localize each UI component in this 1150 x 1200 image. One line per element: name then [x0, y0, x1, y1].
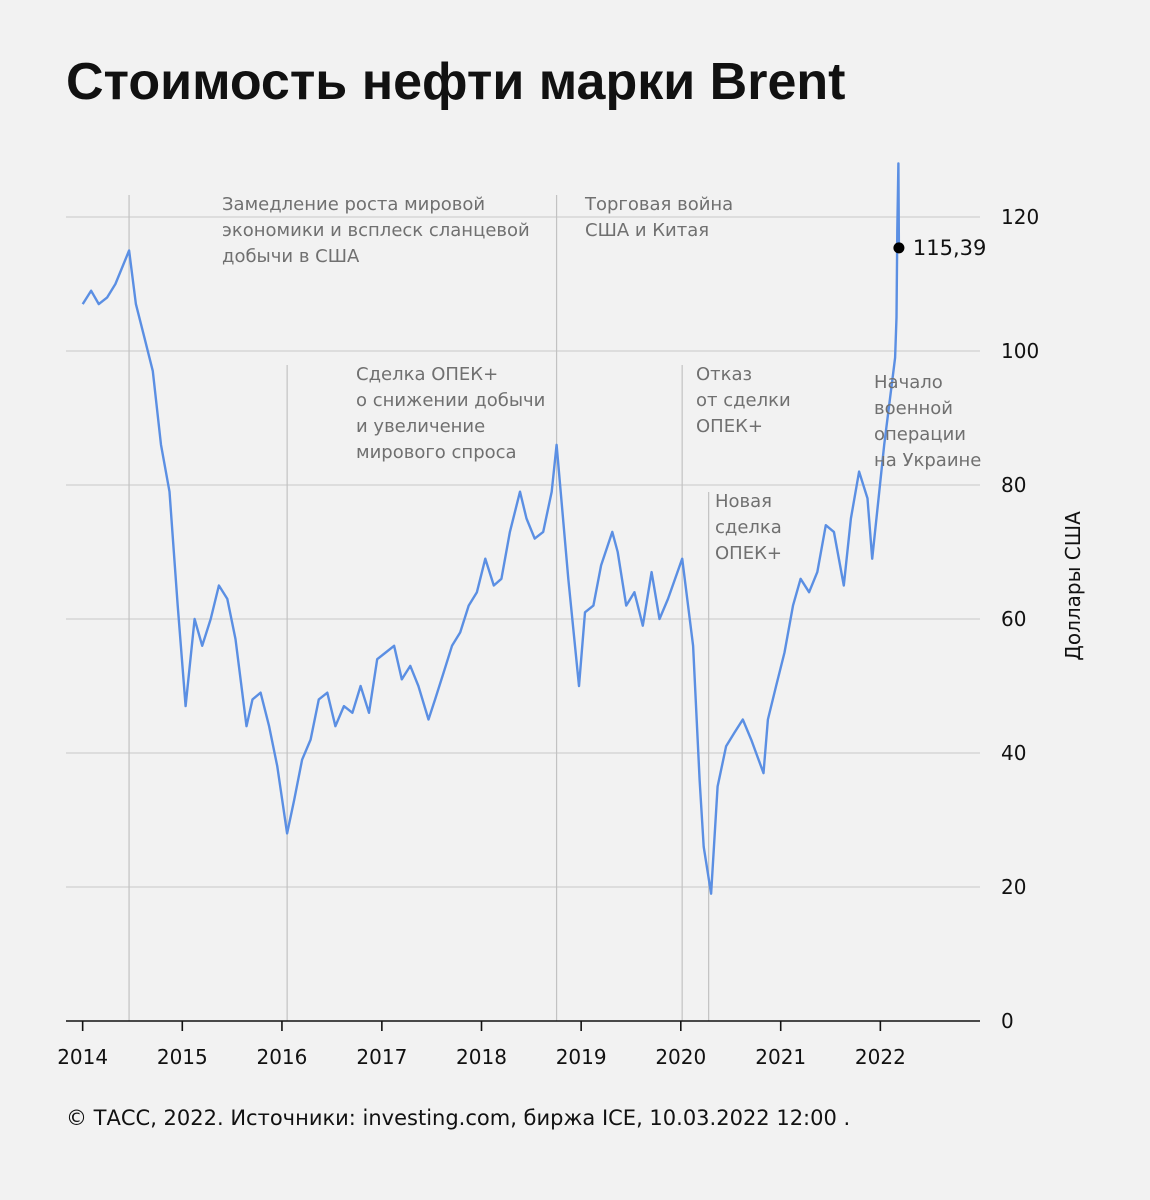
annotation-text: экономики и всплеск сланцевой: [222, 220, 530, 241]
x-tick-label: 2019: [556, 1045, 607, 1069]
series-layer: 115,39: [81, 162, 986, 895]
x-tick-label: 2022: [855, 1045, 906, 1069]
annotation-text: Новая: [715, 491, 772, 512]
annotation-text: Сделка ОПЕК+: [356, 364, 498, 385]
annotation-text: добычи в США: [222, 246, 360, 267]
annotation-text: и увеличение: [356, 416, 485, 437]
x-tick-label: 2016: [256, 1045, 307, 1069]
y-tick-label: 100: [1001, 339, 1039, 363]
x-tick-label: 2015: [157, 1045, 208, 1069]
annotation-text: от сделки: [696, 390, 791, 411]
annotation-text: мирового спроса: [356, 442, 517, 463]
y-tick-label: 20: [1001, 875, 1026, 899]
annotation-text: операции: [874, 424, 966, 445]
x-tick-label: 2021: [755, 1045, 806, 1069]
annotation-lines: [128, 195, 710, 1021]
annotation-text: ОПЕК+: [696, 416, 763, 437]
annotation-labels: Замедление роста мировой экономики и вспл…: [222, 194, 981, 564]
axis-layer: 0 20 40 60 80 100 120 Доллары США 2014 2015 2016 20…: [57, 205, 1085, 1069]
x-tick-label: 2017: [356, 1045, 407, 1069]
y-tick-label: 120: [1001, 205, 1039, 229]
y-tick-label: 0: [1001, 1009, 1014, 1033]
last-value-point: [893, 242, 905, 254]
annotation-text: сделка: [715, 517, 782, 538]
annotation-text: ОПЕК+: [715, 543, 782, 564]
annotation-text: Торговая война: [584, 194, 733, 215]
last-value-label: 115,39: [913, 236, 986, 260]
y-tick-label: 40: [1001, 741, 1026, 765]
annotation-text: военной: [874, 398, 953, 419]
x-tick-label: 2018: [456, 1045, 507, 1069]
grid-layer: [66, 216, 980, 888]
chart-title: Стоимость нефти марки Brent: [66, 53, 846, 111]
annotation-text: о снижении добычи: [356, 390, 545, 411]
annotation-text: Замедление роста мировой: [222, 194, 485, 215]
y-tick-label: 60: [1001, 607, 1026, 631]
annotation-text: США и Китая: [585, 220, 709, 241]
x-tick-label: 2014: [57, 1045, 108, 1069]
source-footer: © ТАСС, 2022. Источники: investing.com, …: [66, 1106, 851, 1130]
annotation-text: на Украине: [874, 450, 981, 471]
brent-price-line: [81, 162, 901, 895]
annotation-text: Начало: [874, 372, 943, 393]
annotation-text: Отказ: [696, 364, 752, 385]
y-tick-label: 80: [1001, 473, 1026, 497]
y-axis-title: Доллары США: [1061, 511, 1085, 661]
x-tick-label: 2020: [655, 1045, 706, 1069]
